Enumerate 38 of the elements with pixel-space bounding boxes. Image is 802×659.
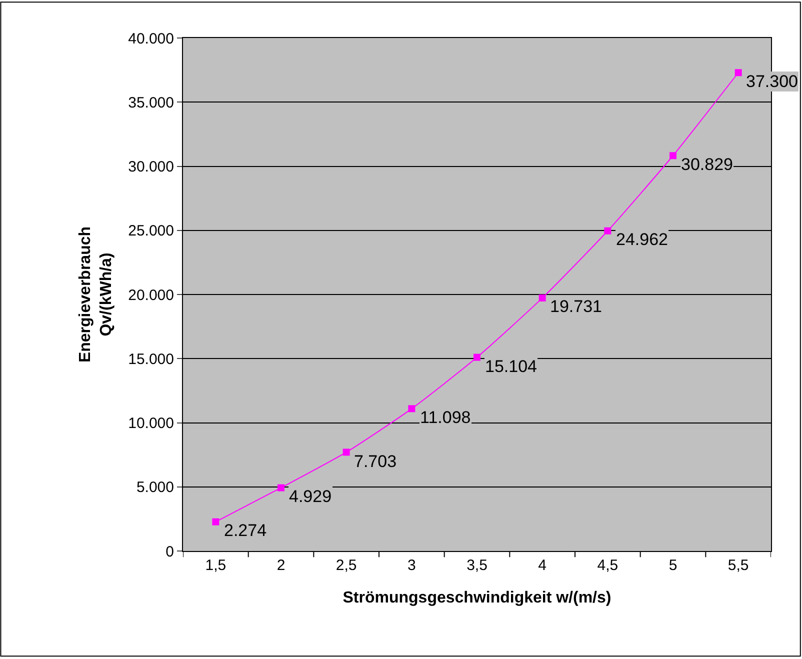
data-label: 11.098: [420, 408, 471, 427]
y-axis-title: Energieverbrauch Qv/(kWh/a): [77, 226, 116, 363]
x-tick-label: 3,5: [466, 557, 488, 574]
x-tick-label: 4,5: [597, 557, 618, 574]
y-tick-label: 15.000: [128, 350, 174, 368]
point: [342, 448, 350, 456]
y-tick-label: 5.000: [136, 479, 174, 496]
point: [408, 405, 416, 412]
x-tick-label: 1,5: [205, 557, 226, 574]
data-label: 15.104: [485, 357, 537, 376]
point: [734, 69, 742, 76]
x-tick-label: 4: [538, 557, 546, 574]
data-label: 30.829: [681, 155, 733, 174]
y-tick-label: 30.000: [128, 158, 174, 176]
data-label: 19.731: [550, 297, 602, 316]
x-tick-label: 2,5: [336, 557, 357, 574]
data-label: 7.703: [354, 452, 397, 471]
data-label: 4.929: [289, 487, 332, 506]
x-axis-title: Strömungsgeschwindigkeit w/(m/s): [342, 590, 612, 607]
x-tick-label: 3: [408, 557, 416, 574]
data-label: 24.962: [616, 230, 668, 249]
y-tick-label: 0: [166, 543, 174, 560]
point: [212, 518, 220, 526]
data-label: 37.300: [746, 72, 798, 91]
point: [604, 227, 612, 234]
y-tick-label: 10.000: [128, 415, 174, 432]
y-tick-label: 40.000: [128, 30, 174, 48]
point: [670, 152, 676, 160]
y-tick-label: 20.000: [128, 286, 174, 304]
point: [278, 484, 284, 492]
y-tick-label: 35.000: [128, 94, 174, 112]
point: [538, 294, 546, 302]
x-tick-label: 5: [668, 557, 678, 574]
x-tick-label: 5,5: [728, 557, 749, 574]
y-tick-label: 25.000: [128, 222, 174, 240]
x-tick-label: 2: [276, 557, 286, 574]
data-label: 2.274: [224, 521, 267, 540]
point: [474, 354, 480, 361]
